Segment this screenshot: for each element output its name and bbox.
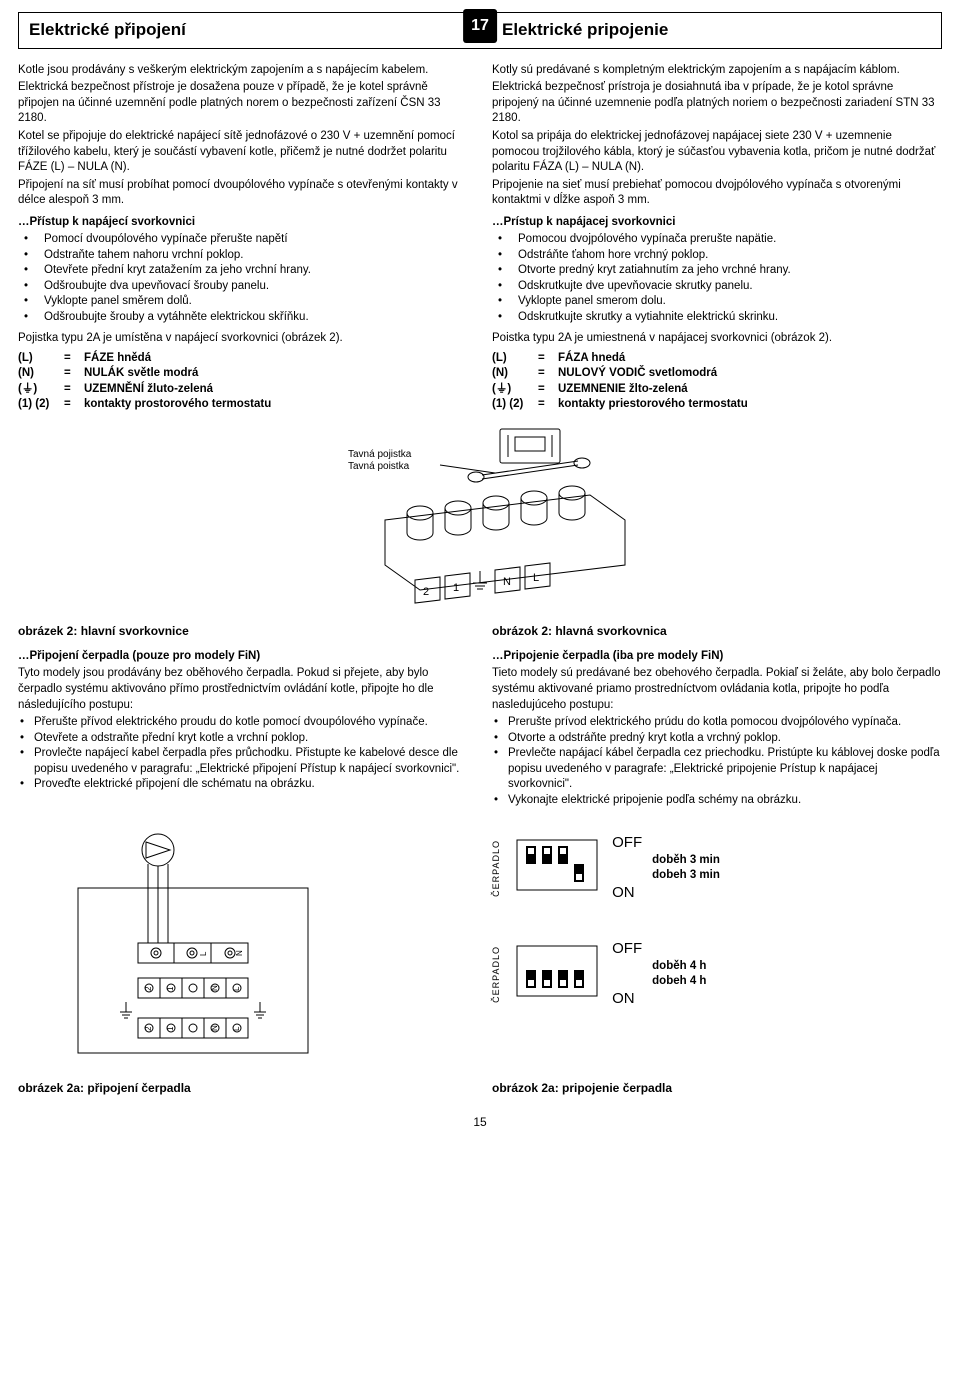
wiring-svg: N L 2 1 N L 2 1 N L bbox=[18, 828, 338, 1068]
cz-pump-intro: Tyto modely jsou prodávány bez oběhového… bbox=[18, 666, 468, 713]
cz-fuse: Pojistka typu 2A je umístěna v napájecí … bbox=[18, 331, 468, 347]
svg-text:2: 2 bbox=[144, 1026, 153, 1031]
cz-p2: Elektrická bezpečnost přístroje je dosaž… bbox=[18, 80, 468, 127]
svg-text:L: L bbox=[199, 951, 208, 956]
sk-p1: Kotly sú predávané s kompletným elektric… bbox=[492, 63, 942, 79]
fig2-cap-sk: obrázok 2: hlavná svorkovnica bbox=[492, 623, 942, 639]
svg-text:N: N bbox=[503, 576, 511, 588]
svg-text:L: L bbox=[232, 986, 241, 991]
cz-pump-steps: Přerušte přívod elektrického proudu do k… bbox=[18, 715, 468, 793]
list-item: Vyklopte panel směrem dolů. bbox=[18, 294, 468, 310]
list-item: Odšroubujte šrouby a vytáhněte elektrick… bbox=[18, 310, 468, 326]
main-columns: Kotle jsou prodávány s veškerým elektric… bbox=[18, 63, 942, 413]
svg-text:2: 2 bbox=[423, 586, 429, 598]
list-item: Provlečte napájecí kabel čerpadla přes p… bbox=[18, 746, 468, 777]
pump-sk: …Pripojenie čerpadla (iba pre modely FiN… bbox=[492, 649, 942, 814]
list-item: Odskrutkujte skrutky a vytiahnite elektr… bbox=[492, 310, 942, 326]
dip-run-2: doběh 4 h dobeh 4 h bbox=[652, 959, 706, 990]
list-item: Odstraňte tahem nahoru vrchní poklop. bbox=[18, 248, 468, 264]
list-item: Odstráňte ťahom hore vrchný poklop. bbox=[492, 248, 942, 264]
fig2a-captions: obrázek 2a: připojení čerpadla obrázok 2… bbox=[18, 1080, 942, 1096]
fig2-cap-cz: obrázek 2: hlavní svorkovnice bbox=[18, 623, 468, 639]
svg-text:L: L bbox=[533, 572, 539, 584]
dip-off-on-2: OFF ON bbox=[612, 939, 642, 1010]
cz-p4: Připojení na síť musí probíhat pomocí dv… bbox=[18, 178, 468, 209]
header-left: Elektrické připojení bbox=[19, 13, 468, 48]
fig2a-cap-sk: obrázok 2a: pripojenie čerpadla bbox=[492, 1080, 942, 1096]
cz-p3: Kotel se připojuje do elektrické napájec… bbox=[18, 129, 468, 176]
list-item: Otvorte a odstráňte predný kryt kotla a … bbox=[492, 731, 942, 747]
svg-text:N: N bbox=[210, 985, 219, 991]
list-item: Otvorte predný kryt zatiahnutím za jeho … bbox=[492, 263, 942, 279]
pump-vert-label: ČERPADLO bbox=[490, 840, 502, 897]
header-right: Elektrické pripojenie bbox=[468, 13, 941, 48]
sk-access-list: Pomocou dvojpólového vypínača prerušte n… bbox=[492, 232, 942, 325]
svg-text:1: 1 bbox=[453, 582, 459, 594]
list-item: Prevlečte napájací kábel čerpadla cez pr… bbox=[492, 746, 942, 793]
svg-text:1: 1 bbox=[166, 986, 175, 991]
svg-text:2: 2 bbox=[144, 986, 153, 991]
svg-text:N: N bbox=[210, 1025, 219, 1031]
section-header: Elektrické připojení 17 Elektrické pripo… bbox=[18, 12, 942, 49]
dip-run-1: doběh 3 min dobeh 3 min bbox=[652, 853, 720, 884]
sk-p2: Elektrická bezpečnosť prístroja je dosia… bbox=[492, 80, 942, 127]
fig2a-cap-cz: obrázek 2a: připojení čerpadla bbox=[18, 1080, 468, 1096]
list-item: Otevřete a odstraňte přední kryt kotle a… bbox=[18, 731, 468, 747]
cz-p1: Kotle jsou prodávány s veškerým elektric… bbox=[18, 63, 468, 79]
page-number: 15 bbox=[18, 1114, 942, 1130]
list-item: Pomocou dvojpólového vypínača prerušte n… bbox=[492, 232, 942, 248]
pump-vert-label-2: ČERPADLO bbox=[490, 946, 502, 1003]
figure-2a-row: N L 2 1 N L 2 1 N L ČERPADLO bbox=[18, 828, 942, 1074]
pump-cz: …Připojení čerpadla (pouze pro modely Fi… bbox=[18, 649, 468, 814]
sk-pump-steps: Prerušte prívod elektrického prúdu do ko… bbox=[492, 715, 942, 808]
fuse-label-sk: Tavná poistka bbox=[348, 461, 410, 472]
sk-p3: Kotol sa pripája do elektrickej jednofáz… bbox=[492, 129, 942, 176]
list-item: Odskrutkujte dve upevňovacie skrutky pan… bbox=[492, 279, 942, 295]
svg-text:L: L bbox=[232, 1026, 241, 1031]
cz-legend: (L)=FÁZE hnědá (N)=NULÁK světle modrá (⏚… bbox=[18, 351, 468, 413]
sk-access-title: …Prístup k napájacej svorkovnici bbox=[492, 215, 942, 231]
sk-legend: (L)=FÁZA hnedá (N)=NULOVÝ VODIČ svetlomo… bbox=[492, 351, 942, 413]
dip-switches: ČERPADLO OFF ON bbox=[490, 828, 942, 1014]
figure-2: Tavná pojistka Tavná poistka 2 1 N L bbox=[18, 425, 942, 615]
list-item: Prerušte prívod elektrického prúdu do ko… bbox=[492, 715, 942, 731]
svg-text:N: N bbox=[235, 950, 244, 956]
col-sk: Kotly sú predávané s kompletným elektric… bbox=[492, 63, 942, 413]
pump-columns: …Připojení čerpadla (pouze pro modely Fi… bbox=[18, 649, 942, 814]
sk-p4: Pripojenie na sieť musí prebiehať pomoco… bbox=[492, 178, 942, 209]
fig2-captions: obrázek 2: hlavní svorkovnice obrázok 2:… bbox=[18, 623, 942, 639]
terminal-block-svg: Tavná pojistka Tavná poistka 2 1 N L bbox=[290, 425, 670, 615]
list-item: Vykonajte elektrické pripojenie podľa sc… bbox=[492, 793, 942, 809]
section-number: 17 bbox=[463, 9, 497, 43]
list-item: Proveďte elektrické připojení dle schéma… bbox=[18, 777, 468, 793]
list-item: Pomocí dvoupólového vypínače přerušte na… bbox=[18, 232, 468, 248]
svg-text:1: 1 bbox=[166, 1026, 175, 1031]
dip-off-on-1: OFF ON bbox=[612, 833, 642, 904]
sk-fuse: Poistka typu 2A je umiestnená v napájace… bbox=[492, 331, 942, 347]
sk-pump-title: …Pripojenie čerpadla (iba pre modely FiN… bbox=[492, 649, 942, 665]
list-item: Vyklopte panel smerom dolu. bbox=[492, 294, 942, 310]
sk-pump-intro: Tieto modely sú predávané bez obehového … bbox=[492, 666, 942, 713]
wiring-diagram: N L 2 1 N L 2 1 N L bbox=[18, 828, 470, 1074]
cz-pump-title: …Připojení čerpadla (pouze pro modely Fi… bbox=[18, 649, 468, 665]
dip-svg-2 bbox=[512, 934, 602, 1014]
fuse-label-cz: Tavná pojistka bbox=[348, 449, 412, 460]
list-item: Odšroubujte dva upevňovací šrouby panelu… bbox=[18, 279, 468, 295]
cz-access-title: …Přístup k napájecí svorkovnici bbox=[18, 215, 468, 231]
col-cz: Kotle jsou prodávány s veškerým elektric… bbox=[18, 63, 468, 413]
dip-svg-1 bbox=[512, 828, 602, 908]
cz-access-list: Pomocí dvoupólového vypínače přerušte na… bbox=[18, 232, 468, 325]
list-item: Otevřete přední kryt zatažením za jeho v… bbox=[18, 263, 468, 279]
list-item: Přerušte přívod elektrického proudu do k… bbox=[18, 715, 468, 731]
